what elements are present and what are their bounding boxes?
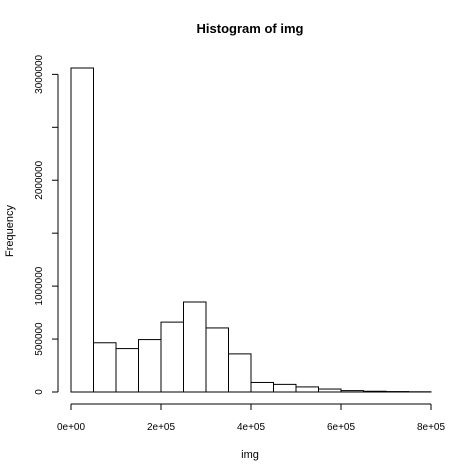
histogram-bar <box>340 390 364 393</box>
histogram-bar <box>93 342 117 393</box>
x-tick-label: 8e+05 <box>417 422 446 433</box>
x-tick-label: 2e+05 <box>147 422 176 433</box>
x-tick-label: 6e+05 <box>327 422 356 433</box>
y-tick-label: 2000000 <box>34 160 45 199</box>
histogram-bar <box>318 388 342 393</box>
y-tick-label: 0 <box>34 389 45 395</box>
y-axis-label: Frequency <box>4 205 16 257</box>
histogram-bar <box>228 353 252 393</box>
y-tick-label: 500000 <box>34 322 45 356</box>
x-tick-label: 0e+00 <box>57 422 86 433</box>
histogram-bar <box>138 339 162 393</box>
x-axis-label: img <box>241 449 259 461</box>
chart-title: Histogram of img <box>197 21 304 36</box>
y-axis: 0 500000 1000000 2000000 3000000 <box>34 54 59 395</box>
histogram-bar <box>183 301 207 393</box>
bars-layer <box>70 67 432 393</box>
histogram-bar <box>205 327 229 393</box>
histogram-bar <box>363 390 387 393</box>
x-tick-label: 4e+05 <box>237 422 266 433</box>
histogram-bar <box>115 348 139 393</box>
y-tick-label: 1000000 <box>34 266 45 305</box>
y-tick-label: 3000000 <box>34 54 45 93</box>
histogram-bar <box>160 321 184 393</box>
histogram-bar <box>70 67 94 393</box>
histogram-bar <box>273 383 297 393</box>
histogram-bar <box>295 386 319 393</box>
x-axis: 0e+00 2e+05 4e+05 6e+05 8e+05 <box>57 403 446 433</box>
histogram-bar <box>250 381 274 393</box>
